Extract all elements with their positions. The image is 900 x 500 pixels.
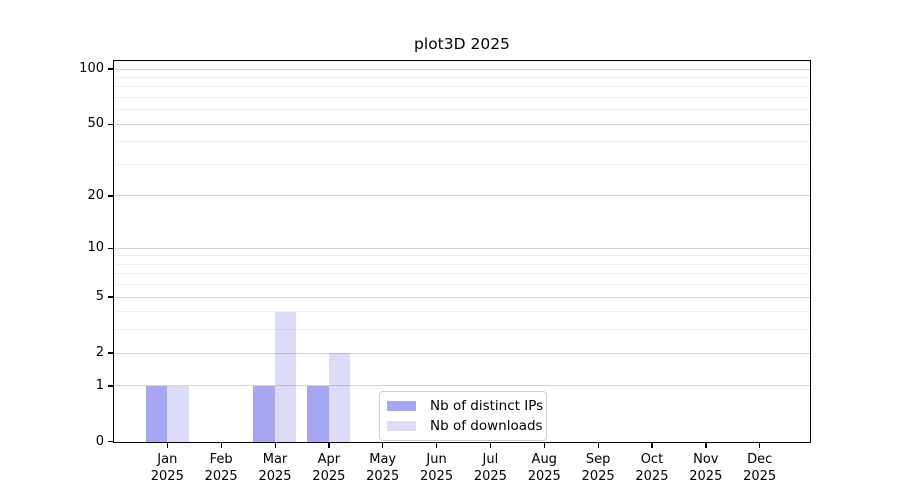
- minor-gridline-4: [114, 311, 810, 313]
- legend-item-downloads: Nb of downloads: [387, 418, 543, 434]
- y-tick-label-10: 10: [87, 240, 104, 255]
- x-tick-mark-feb: [220, 443, 222, 448]
- x-tick-mark-may: [382, 443, 384, 448]
- legend-item-distinct-ips: Nb of distinct IPs: [387, 398, 543, 414]
- x-tick-label-may: May 2025: [366, 452, 400, 484]
- major-gridline-10: [114, 247, 810, 249]
- x-tick-label-feb: Feb 2025: [204, 452, 238, 484]
- minor-gridline-40: [114, 141, 810, 143]
- x-tick-mark-oct: [651, 443, 653, 448]
- x-tick-label-jul: Jul 2025: [473, 452, 507, 484]
- x-tick-mark-jul: [489, 443, 492, 448]
- y-tick-mark-2: [108, 352, 113, 354]
- legend: Nb of distinct IPs Nb of downloads: [379, 391, 547, 441]
- y-tick-mark-100: [108, 68, 113, 70]
- chart-title: plot3D 2025: [414, 35, 510, 53]
- plot-area: Nb of distinct IPs Nb of downloads: [113, 60, 811, 443]
- y-tick-mark-50: [108, 123, 113, 125]
- x-tick-label-sep: Sep 2025: [581, 452, 615, 484]
- x-tick-mark-sep: [597, 443, 599, 448]
- y-tick-mark-10: [108, 247, 113, 249]
- x-tick-label-nov: Nov 2025: [689, 452, 723, 484]
- y-tick-mark-0: [108, 441, 113, 443]
- x-tick-label-oct: Oct 2025: [635, 452, 669, 484]
- minor-gridline-30: [114, 164, 810, 165]
- y-tick-mark-1: [108, 385, 113, 387]
- minor-gridline-90: [114, 77, 810, 79]
- y-tick-label-5: 5: [95, 288, 104, 304]
- bar-distinct-ips-mar: [253, 386, 275, 442]
- minor-gridline-7: [114, 273, 810, 275]
- minor-gridline-6: [114, 284, 810, 286]
- y-tick-label-50: 50: [87, 116, 104, 132]
- major-gridline-1: [114, 385, 810, 387]
- x-tick-label-mar: Mar 2025: [258, 452, 292, 484]
- x-tick-label-dec: Dec 2025: [743, 452, 777, 484]
- y-tick-mark-5: [108, 296, 113, 298]
- minor-gridline-3: [114, 329, 810, 331]
- x-tick-mark-jan: [166, 443, 169, 448]
- major-gridline-100: [114, 68, 810, 70]
- y-tick-label-0: 0: [95, 433, 104, 449]
- bar-downloads-apr: [328, 353, 351, 442]
- legend-swatch-downloads: [387, 421, 416, 431]
- x-tick-mark-nov: [705, 443, 707, 448]
- y-tick-label-1: 1: [95, 377, 104, 393]
- x-tick-label-aug: Aug 2025: [527, 452, 561, 484]
- x-tick-label-jan: Jan 2025: [150, 452, 184, 484]
- y-tick-label-2: 2: [95, 344, 104, 360]
- bar-distinct-ips-jan: [145, 386, 167, 442]
- bar-downloads-mar: [274, 312, 297, 442]
- minor-gridline-9: [114, 255, 810, 257]
- y-tick-label-100: 100: [79, 60, 104, 76]
- legend-label: Nb of distinct IPs: [430, 398, 544, 414]
- x-tick-label-apr: Apr 2025: [312, 452, 346, 484]
- legend-label: Nb of downloads: [430, 418, 543, 434]
- x-tick-mark-apr: [328, 443, 330, 448]
- bar-downloads-jan: [167, 386, 189, 442]
- x-tick-mark-dec: [759, 443, 761, 448]
- legend-swatch-distinct-ips: [387, 401, 416, 411]
- bar-distinct-ips-apr: [307, 386, 329, 442]
- minor-gridline-80: [114, 86, 810, 88]
- minor-gridline-8: [114, 263, 810, 265]
- x-tick-mark-jun: [436, 443, 438, 448]
- minor-gridline-70: [114, 97, 810, 99]
- x-tick-label-jun: Jun 2025: [420, 452, 454, 484]
- y-tick-label-20: 20: [87, 187, 104, 203]
- minor-gridline-60: [114, 109, 810, 111]
- grid-layer: [114, 61, 810, 442]
- major-gridline-5: [114, 296, 810, 298]
- x-tick-mark-mar: [274, 443, 276, 448]
- x-tick-mark-aug: [543, 443, 546, 448]
- major-gridline-2: [114, 352, 810, 354]
- major-gridline-50: [114, 123, 810, 125]
- major-gridline-20: [114, 195, 810, 197]
- y-tick-mark-20: [108, 195, 113, 197]
